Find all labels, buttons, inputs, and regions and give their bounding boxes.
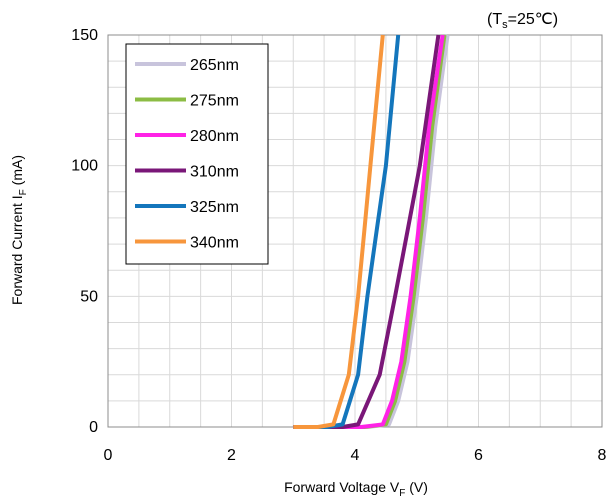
legend: 265nm 275nm 280nm 310nm 325nm 340nm <box>125 43 269 265</box>
y-axis-title-unit: (mA) <box>9 155 25 189</box>
annotation-rest: =25℃) <box>508 11 558 28</box>
x-tick-label: 2 <box>227 447 236 464</box>
x-axis-title-main: Forward Voltage V <box>284 479 400 495</box>
legend-label-340nm: 340nm <box>190 235 239 252</box>
x-axis-title-unit: (V) <box>405 479 428 495</box>
series-line-340nm <box>293 34 385 429</box>
y-axis-title-main: Forward Current I <box>9 195 25 305</box>
legend-label-310nm: 310nm <box>190 164 239 181</box>
annotation-open: (T <box>487 11 502 28</box>
legend-label-280nm: 280nm <box>190 128 239 145</box>
x-tick-label: 8 <box>598 447 607 464</box>
tick-labels: 0 2 4 6 8 0 50 100 150 <box>71 27 606 464</box>
x-tick-label: 6 <box>474 447 483 464</box>
y-tick-label: 150 <box>71 27 98 44</box>
series-lines <box>293 34 450 429</box>
y-tick-label: 0 <box>89 419 98 436</box>
y-axis-title-sub: F <box>18 189 29 195</box>
x-axis-title-sub: F <box>399 488 405 499</box>
x-axis-title: Forward Voltage VF (V) <box>284 479 428 499</box>
y-tick-label: 50 <box>80 288 98 305</box>
legend-box <box>125 43 269 265</box>
series-line-310nm <box>293 34 441 429</box>
y-tick-label: 100 <box>71 158 98 175</box>
y-axis-title: Forward Current IF (mA) <box>9 155 29 305</box>
legend-label-325nm: 325nm <box>190 199 239 216</box>
legend-label-275nm: 275nm <box>190 93 239 110</box>
annotation-sub: s <box>502 19 508 31</box>
x-tick-label: 0 <box>104 447 113 464</box>
temperature-annotation: (Ts=25℃) <box>487 11 558 31</box>
x-tick-label: 4 <box>351 447 360 464</box>
series-line-280nm <box>293 34 445 429</box>
legend-label-265nm: 265nm <box>190 57 239 74</box>
